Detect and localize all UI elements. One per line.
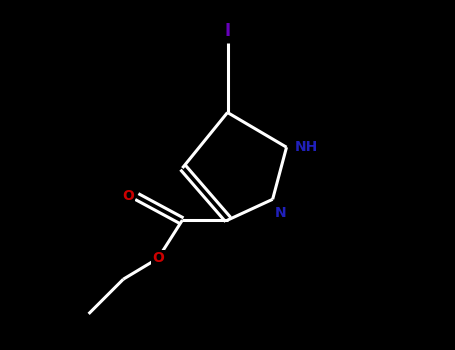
Text: O: O — [122, 189, 134, 203]
Text: I: I — [224, 22, 231, 40]
Text: N: N — [274, 206, 286, 220]
Text: NH: NH — [295, 140, 318, 154]
Text: O: O — [152, 251, 164, 265]
